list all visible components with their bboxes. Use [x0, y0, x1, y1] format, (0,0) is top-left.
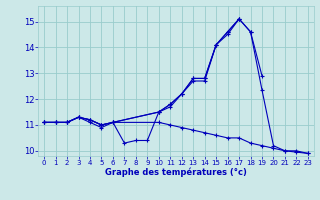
X-axis label: Graphe des températures (°c): Graphe des températures (°c) [105, 168, 247, 177]
